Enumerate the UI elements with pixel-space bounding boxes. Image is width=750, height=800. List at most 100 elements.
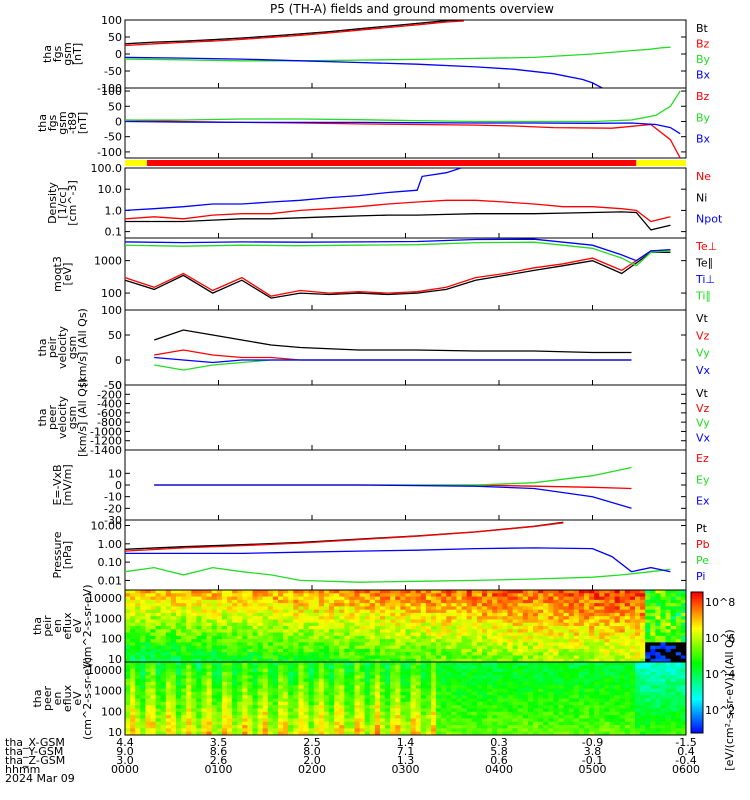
heatmap-cell bbox=[415, 612, 422, 617]
heatmap-cell bbox=[466, 665, 473, 670]
heatmap-cell bbox=[589, 665, 595, 670]
heatmap-cell bbox=[400, 662, 407, 666]
heatmap-cell bbox=[420, 698, 427, 703]
heatmap-cell bbox=[364, 619, 371, 624]
heatmap-cell bbox=[395, 678, 401, 683]
heatmap-cell bbox=[354, 705, 361, 710]
heatmap-cell bbox=[461, 590, 468, 594]
heatmap-cell bbox=[543, 606, 549, 611]
heatmap-cell bbox=[619, 701, 626, 706]
heatmap-cell bbox=[451, 635, 458, 640]
heatmap-cell bbox=[527, 665, 534, 670]
heatmap-cell bbox=[334, 678, 340, 683]
heatmap-cell bbox=[543, 655, 549, 660]
heatmap-cell bbox=[533, 632, 539, 637]
heatmap-cell bbox=[323, 675, 330, 680]
heatmap-cell bbox=[420, 691, 427, 696]
heatmap-cell bbox=[380, 642, 386, 647]
heatmap-cell bbox=[599, 622, 605, 627]
heatmap-cell bbox=[165, 728, 172, 733]
heatmap-cell bbox=[278, 711, 284, 716]
heatmap-cell bbox=[635, 590, 641, 594]
heatmap-cell bbox=[640, 590, 646, 594]
heatmap-cell bbox=[492, 668, 498, 673]
y-axis-label: fgs bbox=[51, 45, 64, 62]
heatmap-cell bbox=[349, 635, 356, 640]
heatmap-cell bbox=[599, 593, 605, 598]
heatmap-cell bbox=[303, 622, 310, 627]
heatmap-cell bbox=[354, 645, 361, 650]
heatmap-cell bbox=[594, 728, 600, 733]
heatmap-cell bbox=[482, 708, 488, 713]
heatmap-cell bbox=[517, 593, 524, 598]
heatmap-cell bbox=[446, 652, 452, 657]
heatmap-cell bbox=[660, 629, 667, 634]
heatmap-cell bbox=[629, 596, 636, 601]
heatmap-cell bbox=[165, 629, 172, 634]
heatmap-cell bbox=[624, 685, 631, 690]
heatmap-cell bbox=[650, 652, 656, 657]
heatmap-cell bbox=[380, 715, 386, 720]
heatmap-cell bbox=[517, 616, 524, 621]
heatmap-cell bbox=[604, 596, 611, 601]
heatmap-cell bbox=[380, 695, 386, 700]
heatmap-cell bbox=[594, 655, 600, 660]
heatmap-cell bbox=[135, 685, 141, 690]
heatmap-cell bbox=[288, 593, 294, 598]
y-tick-label: 100.0 bbox=[91, 162, 123, 175]
heatmap-cell bbox=[206, 721, 213, 726]
heatmap-cell bbox=[405, 612, 412, 617]
heatmap-cell bbox=[267, 639, 274, 643]
heatmap-cell bbox=[425, 721, 432, 726]
heatmap-cell bbox=[512, 596, 519, 601]
heatmap-cell bbox=[553, 609, 560, 614]
heatmap-cell bbox=[497, 648, 503, 653]
heatmap-cell bbox=[527, 685, 534, 690]
heatmap-cell bbox=[181, 639, 187, 643]
heatmap-cell bbox=[344, 642, 350, 647]
heatmap-cell bbox=[395, 599, 401, 604]
heatmap-cell bbox=[640, 662, 646, 666]
heatmap-cell bbox=[609, 590, 616, 594]
heatmap-cell bbox=[441, 609, 447, 614]
heatmap-cell bbox=[176, 711, 182, 716]
heatmap-cell bbox=[211, 678, 218, 683]
heatmap-cell bbox=[471, 691, 478, 696]
heatmap-cell bbox=[206, 648, 213, 653]
heatmap-cell bbox=[533, 725, 539, 729]
heatmap-cell bbox=[293, 616, 299, 621]
heatmap-cell bbox=[410, 715, 417, 720]
heatmap-cell bbox=[191, 590, 197, 594]
heatmap-cell bbox=[619, 668, 626, 673]
heatmap-cell bbox=[303, 662, 310, 666]
heatmap-cell bbox=[410, 688, 417, 693]
heatmap-cell bbox=[227, 603, 233, 607]
heatmap-cell bbox=[446, 609, 452, 614]
heatmap-cell bbox=[262, 632, 269, 637]
heatmap-cell bbox=[303, 701, 310, 706]
heatmap-cell bbox=[431, 619, 437, 624]
heatmap-cell bbox=[415, 671, 422, 676]
heatmap-cell bbox=[237, 668, 243, 673]
heatmap-cell bbox=[640, 658, 646, 662]
heatmap-cell bbox=[318, 619, 325, 624]
heatmap-cell bbox=[405, 675, 412, 680]
heatmap-cell bbox=[216, 629, 223, 634]
heatmap-cell bbox=[313, 632, 320, 637]
heatmap-cell bbox=[267, 711, 274, 716]
heatmap-cell bbox=[221, 681, 228, 686]
heatmap-cell bbox=[614, 606, 621, 611]
heatmap-cell bbox=[640, 599, 646, 604]
heatmap-cell bbox=[624, 629, 631, 634]
heatmap-cell bbox=[308, 695, 315, 700]
heatmap-cell bbox=[466, 731, 473, 735]
heatmap-cell bbox=[390, 705, 396, 710]
heatmap-cell bbox=[563, 655, 570, 660]
heatmap-cell bbox=[635, 728, 641, 733]
heatmap-cell bbox=[400, 665, 407, 670]
heatmap-cell bbox=[425, 662, 432, 666]
heatmap-cell bbox=[594, 596, 600, 601]
heatmap-cell bbox=[329, 665, 335, 670]
heatmap-cell bbox=[456, 731, 463, 735]
heatmap-cell bbox=[568, 725, 575, 729]
